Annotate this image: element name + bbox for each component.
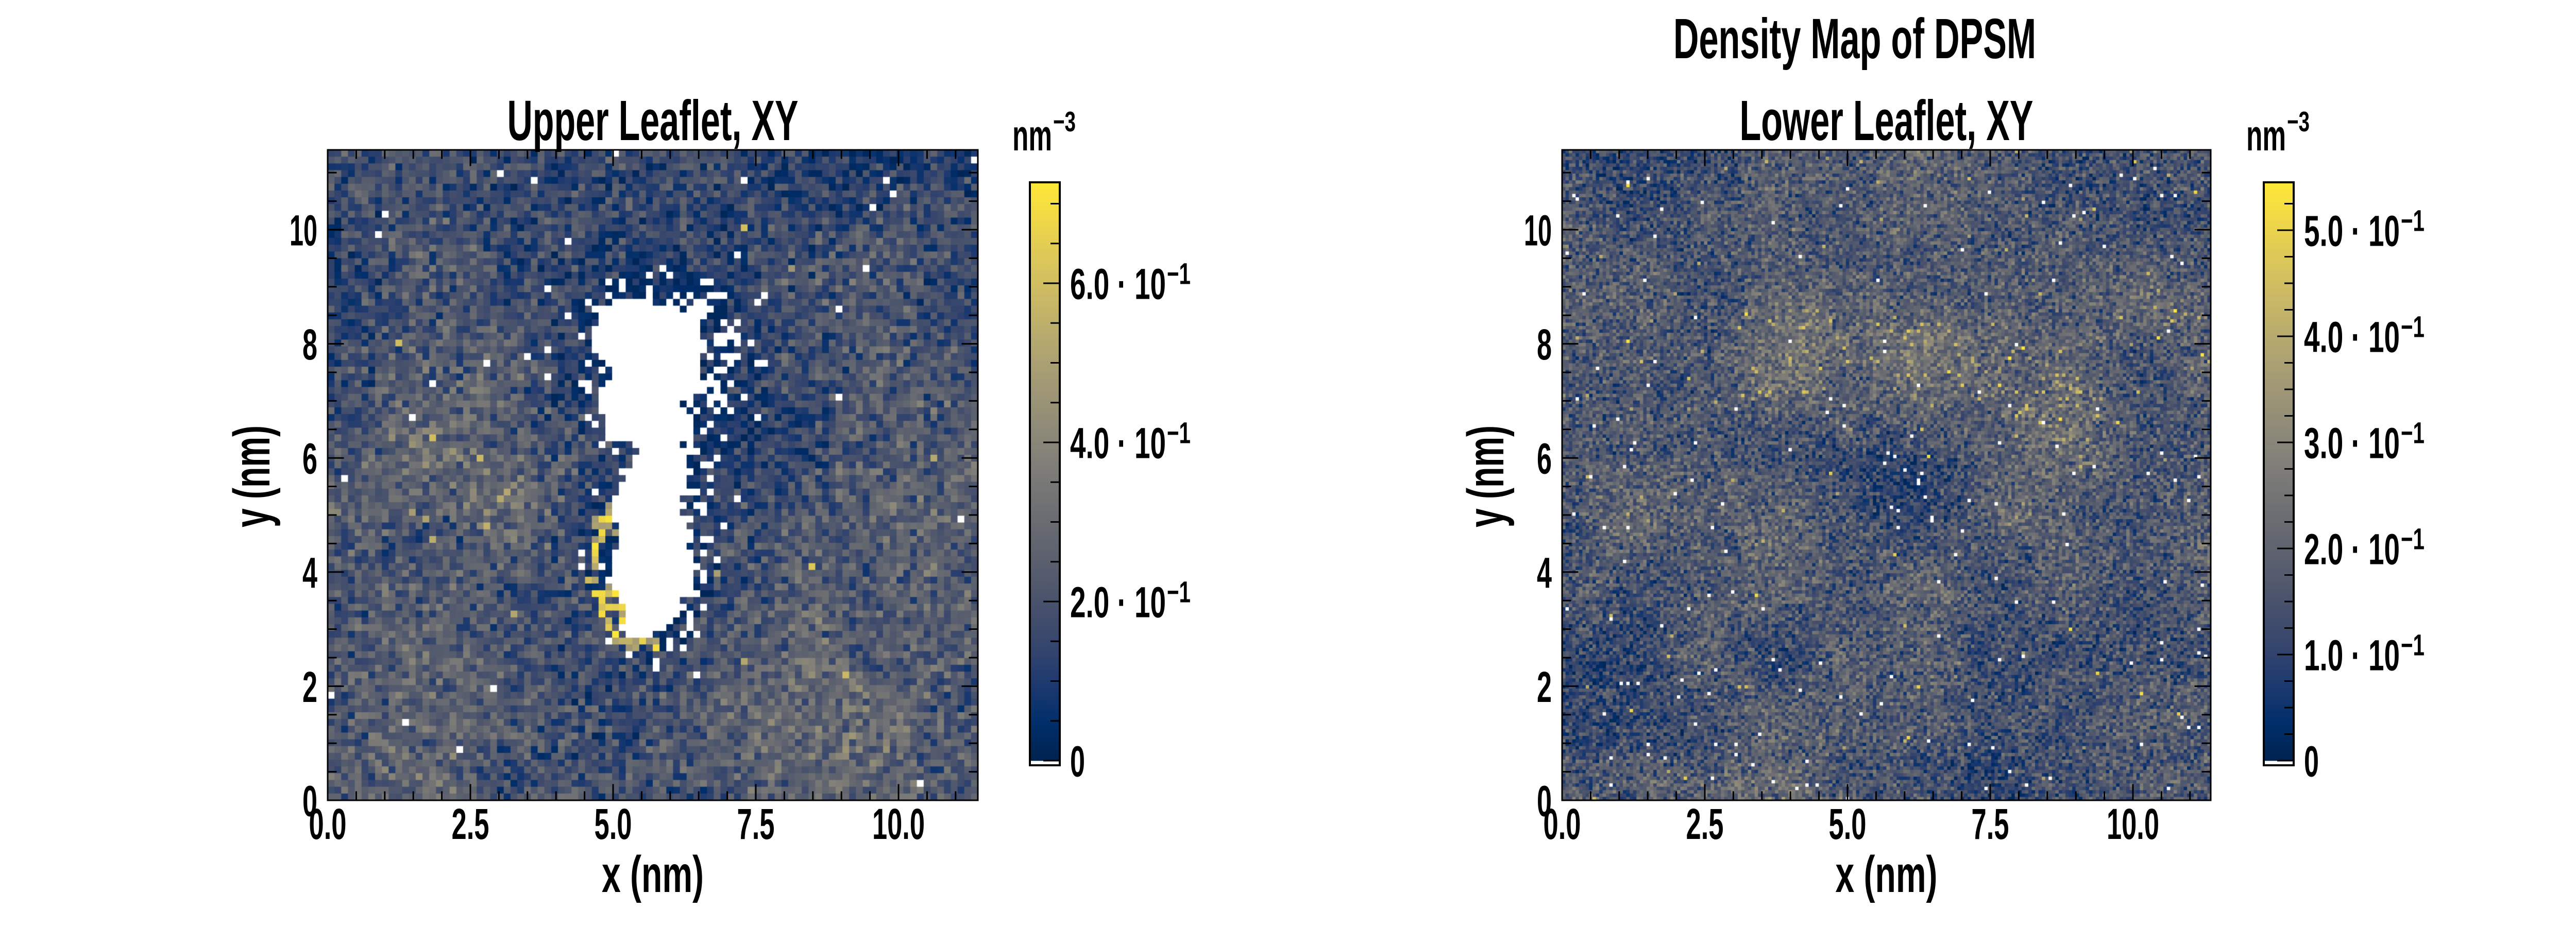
- svg-text:0: 0: [1537, 777, 1552, 826]
- svg-text:y (nm): y (nm): [1457, 425, 1515, 527]
- svg-text:4.0 · 10: 4.0 · 10: [2304, 313, 2400, 362]
- svg-text:y (nm): y (nm): [223, 425, 281, 527]
- svg-text:Upper Leaflet, XY: Upper Leaflet, XY: [507, 89, 799, 152]
- svg-text:nm: nm: [1012, 111, 1052, 160]
- svg-text:−1: −1: [2401, 417, 2425, 450]
- svg-text:10: 10: [290, 207, 317, 255]
- svg-text:x (nm): x (nm): [1836, 846, 1938, 903]
- svg-text:2.0 · 10: 2.0 · 10: [2304, 525, 2400, 574]
- svg-text:8: 8: [302, 320, 317, 369]
- svg-text:Lower Leaflet, XY: Lower Leaflet, XY: [1740, 89, 2033, 152]
- svg-text:Density Map of DPSM: Density Map of DPSM: [1673, 7, 2036, 71]
- svg-text:−1: −1: [2401, 204, 2425, 238]
- svg-text:0: 0: [1070, 737, 1085, 786]
- svg-text:nm: nm: [2246, 111, 2286, 160]
- svg-text:2.5: 2.5: [1686, 800, 1724, 848]
- svg-text:1.0 · 10: 1.0 · 10: [2304, 631, 2400, 680]
- svg-text:10: 10: [1524, 207, 1552, 255]
- svg-text:0: 0: [2304, 737, 2319, 786]
- svg-text:−3: −3: [1053, 106, 1076, 138]
- svg-text:3.0 · 10: 3.0 · 10: [2304, 419, 2400, 468]
- svg-text:6.0 · 10: 6.0 · 10: [1070, 260, 1166, 308]
- svg-text:2: 2: [302, 663, 317, 711]
- svg-text:6: 6: [1537, 435, 1552, 483]
- svg-text:0.0: 0.0: [309, 800, 347, 848]
- svg-text:6: 6: [302, 435, 317, 483]
- svg-text:7.5: 7.5: [737, 800, 775, 848]
- svg-text:10.0: 10.0: [2107, 800, 2159, 848]
- svg-text:4: 4: [1537, 548, 1552, 597]
- svg-text:−3: −3: [2287, 106, 2310, 138]
- svg-text:−1: −1: [2401, 629, 2425, 662]
- svg-text:7.5: 7.5: [1972, 800, 2009, 848]
- svg-text:5.0 · 10: 5.0 · 10: [2304, 207, 2400, 255]
- svg-text:−1: −1: [1167, 417, 1191, 450]
- svg-text:2.5: 2.5: [452, 800, 489, 848]
- svg-text:x (nm): x (nm): [602, 846, 704, 903]
- svg-text:4: 4: [302, 548, 317, 597]
- svg-text:0.0: 0.0: [1544, 800, 1581, 848]
- svg-text:−1: −1: [2401, 311, 2425, 344]
- svg-text:10.0: 10.0: [872, 800, 925, 848]
- svg-text:−1: −1: [1167, 258, 1191, 291]
- svg-text:−1: −1: [1167, 576, 1191, 609]
- svg-text:0: 0: [302, 777, 317, 826]
- svg-text:2: 2: [1537, 663, 1552, 711]
- svg-text:2.0 · 10: 2.0 · 10: [1070, 578, 1166, 627]
- svg-text:−1: −1: [2401, 523, 2425, 556]
- svg-text:8: 8: [1537, 320, 1552, 369]
- svg-text:5.0: 5.0: [595, 800, 632, 848]
- svg-text:5.0: 5.0: [1829, 800, 1867, 848]
- svg-text:4.0 · 10: 4.0 · 10: [1070, 419, 1166, 468]
